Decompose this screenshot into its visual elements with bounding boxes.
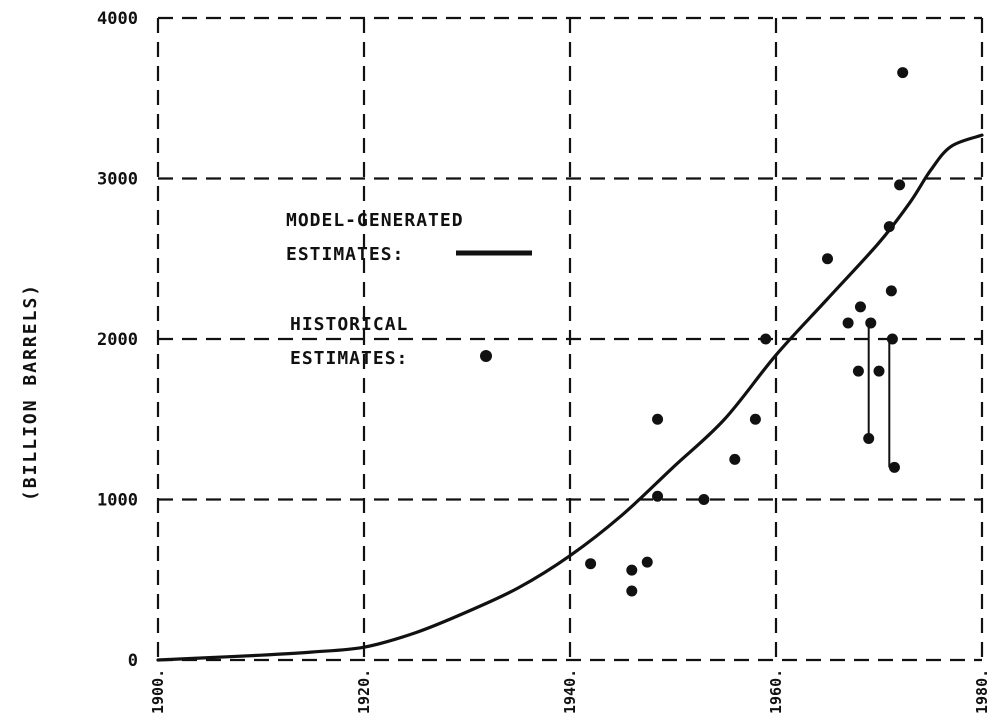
x-axis-ticks: 1900. 1920. 1940. 1960. 1980. <box>149 669 987 714</box>
historical-point <box>885 285 897 297</box>
historical-point <box>863 433 875 445</box>
series-layer <box>156 133 984 662</box>
historical-point <box>698 494 710 505</box>
historical-point <box>873 365 885 377</box>
y-tick-label: 4000 <box>97 9 138 29</box>
legend-historical-label-2: ESTIMATES: <box>290 348 408 369</box>
historical-point <box>894 179 906 191</box>
y-tick-label: 2000 <box>97 330 138 350</box>
x-tick-label: 1960. <box>767 669 785 714</box>
historical-point <box>854 301 866 313</box>
x-tick-label: 1940. <box>561 669 579 714</box>
grid-layer <box>156 16 984 662</box>
historical-point <box>652 490 664 502</box>
x-tick-label: 1980. <box>973 669 987 714</box>
historical-point <box>760 333 772 345</box>
historical-point <box>883 221 895 233</box>
y-tick-label: 0 <box>128 651 138 671</box>
historical-point <box>822 253 833 265</box>
x-tick-label: 1920. <box>355 669 373 714</box>
historical-point <box>626 564 638 576</box>
historical-point <box>897 67 909 79</box>
model-estimates-line <box>156 133 984 662</box>
x-tick-label: 1900. <box>149 669 167 714</box>
legend-model-label-1: MODEL-GENERATED <box>286 210 464 231</box>
historical-point <box>749 413 761 425</box>
y-axis-label: (BILLION BARRELS) <box>20 283 41 501</box>
historical-point <box>641 556 653 568</box>
historical-point <box>852 365 864 377</box>
historical-points <box>585 67 909 597</box>
historical-point <box>886 333 898 345</box>
legend-historical-label-1: HISTORICAL <box>290 314 408 335</box>
historical-point <box>888 461 900 473</box>
range-layer <box>867 322 891 468</box>
y-tick-label: 3000 <box>97 170 138 190</box>
historical-point <box>842 317 854 329</box>
historical-point <box>652 413 664 425</box>
y-tick-label: 1000 <box>97 491 138 511</box>
historical-point <box>626 585 638 597</box>
historical-point <box>729 453 741 465</box>
y-axis-ticks: 0 1000 2000 3000 4000 <box>97 9 138 671</box>
historical-point <box>585 558 597 570</box>
legend-model-label-2: ESTIMATES: <box>286 244 404 265</box>
legend: MODEL-GENERATED ESTIMATES: HISTORICAL ES… <box>286 210 532 369</box>
legend-historical-swatch <box>480 350 492 362</box>
historical-point <box>865 317 877 329</box>
